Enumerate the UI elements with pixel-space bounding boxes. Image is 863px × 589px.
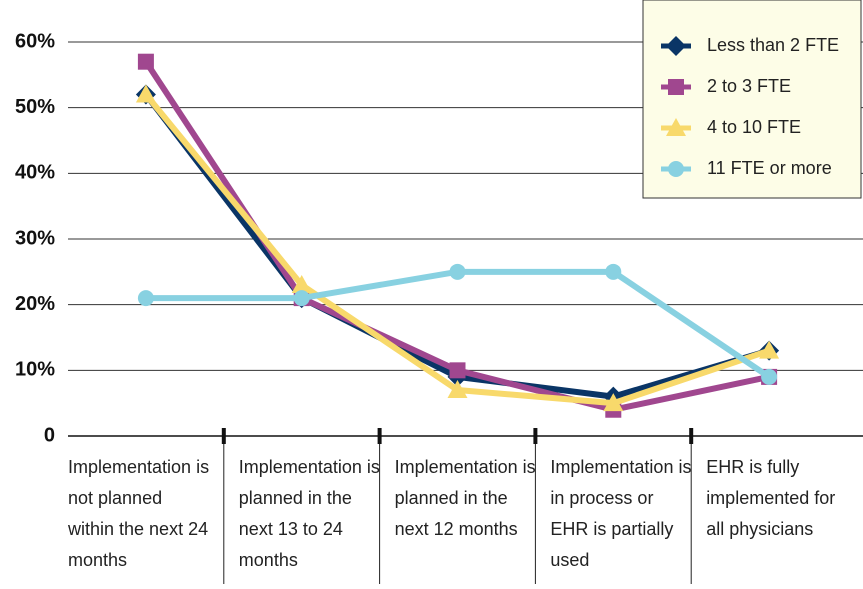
marker	[447, 380, 468, 399]
marker	[668, 161, 684, 177]
y-tick-label: 20%	[15, 293, 55, 315]
marker	[291, 274, 312, 293]
marker	[137, 53, 154, 70]
x-tick-label: Implementation is in process or EHR is p…	[550, 457, 692, 570]
y-tick-label: 50%	[15, 96, 55, 118]
marker	[449, 362, 466, 379]
y-tick-label: 0	[44, 424, 55, 446]
x-tick-label: Implementation is not planned within the…	[68, 457, 210, 570]
marker	[759, 340, 780, 359]
y-tick-label: 60%	[15, 30, 55, 52]
legend-label: 11 FTE or more	[707, 158, 832, 178]
marker	[293, 290, 310, 307]
marker	[666, 118, 686, 136]
legend-label: 4 to 10 FTE	[707, 117, 801, 137]
marker	[666, 36, 686, 56]
legend-label: Less than 2 FTE	[707, 35, 839, 55]
legend-label: 2 to 3 FTE	[707, 76, 791, 96]
marker	[449, 263, 466, 280]
y-tick-label: 30%	[15, 227, 55, 249]
marker	[668, 79, 684, 95]
y-tick-label: 10%	[15, 359, 55, 381]
series-line	[145, 268, 771, 380]
marker	[603, 393, 624, 412]
legend: Less than 2 FTE 2 to 3 FTE 4 to 10 FTE 11 F…	[642, 0, 862, 199]
x-tick-label: Implementation is planned in the next 13…	[238, 457, 380, 570]
x-tick-label: EHR is fully implemented for all physici…	[706, 457, 836, 539]
marker	[605, 263, 622, 280]
marker	[135, 84, 156, 103]
marker	[761, 368, 778, 385]
marker	[137, 290, 154, 307]
x-tick-label: Implementation is planned in the next 12…	[394, 457, 536, 539]
y-tick-label: 40%	[15, 162, 55, 184]
